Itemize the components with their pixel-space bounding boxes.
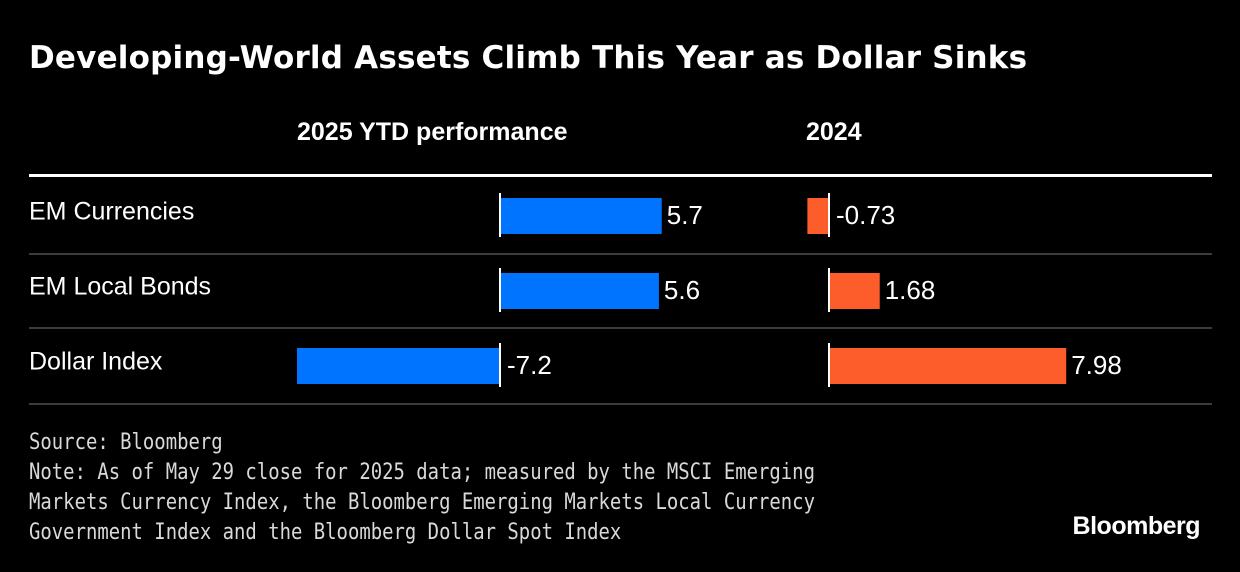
row-label: EM Currencies <box>29 198 194 226</box>
bar-2025 <box>501 198 662 234</box>
bar-2024 <box>830 273 880 309</box>
zero-line <box>828 343 830 387</box>
bar-2025 <box>501 273 659 309</box>
bar-2024 <box>830 348 1067 384</box>
note-line: Markets Currency Index, the Bloomberg Em… <box>29 490 815 515</box>
data-label: 5.6 <box>664 275 700 305</box>
bar-2025 <box>296 348 500 384</box>
zero-line <box>828 268 830 312</box>
zero-line <box>828 193 830 237</box>
footer-notes: Source: Bloomberg Note: As of May 29 clo… <box>29 428 815 548</box>
row-separator <box>29 327 1212 329</box>
zero-line <box>499 343 501 387</box>
data-label: -0.73 <box>836 200 895 230</box>
row-label: EM Local Bonds <box>29 273 211 301</box>
column-header-2024: 2024 <box>806 118 862 146</box>
data-label: 1.68 <box>885 275 936 305</box>
source-text: Source: Bloomberg <box>29 430 223 455</box>
row-label: Dollar Index <box>29 348 163 376</box>
zero-line <box>499 193 501 237</box>
data-label: 5.7 <box>667 200 703 230</box>
column-header-2025: 2025 YTD performance <box>297 118 568 146</box>
data-label: 7.98 <box>1071 350 1122 380</box>
chart-title: Developing-World Assets Climb This Year … <box>29 40 1028 76</box>
data-label: -7.2 <box>507 350 552 380</box>
bloomberg-logo: Bloomberg <box>1072 512 1201 540</box>
row-separator <box>29 403 1212 405</box>
row-separator <box>29 253 1212 255</box>
note-line: Note: As of May 29 close for 2025 data; … <box>29 460 815 485</box>
bar-2024 <box>807 198 829 234</box>
header-rule <box>29 174 1212 177</box>
zero-line <box>499 268 501 312</box>
note-line: Government Index and the Bloomberg Dolla… <box>29 520 622 545</box>
